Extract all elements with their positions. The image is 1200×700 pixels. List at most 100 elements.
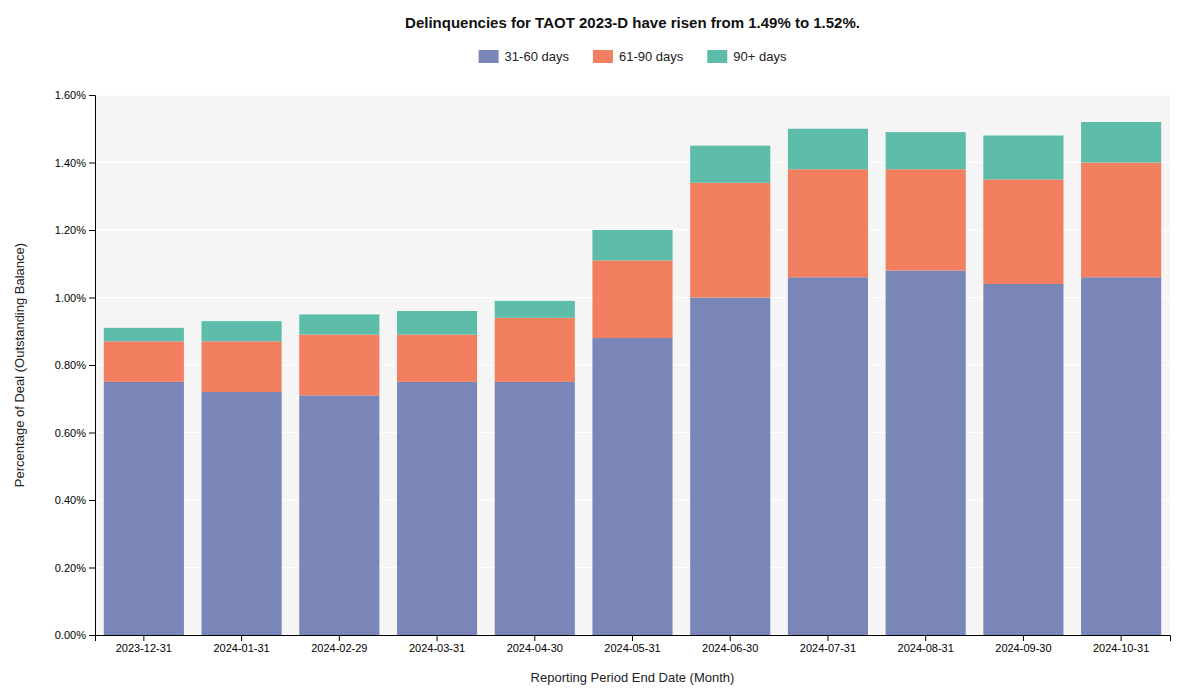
x-tick: 2024-06-30	[702, 635, 758, 654]
grid-line	[95, 94, 1170, 95]
bar	[299, 314, 379, 334]
y-axis: 0.00% 0.20% 0.40% 0.60% 0.80% 1.00% 1.20% 1.40%…	[55, 89, 96, 641]
bar	[690, 183, 770, 298]
y-tick-mark	[89, 568, 95, 569]
title: Delinquencies for TAOT 2023-D have risen…	[405, 14, 860, 31]
bar	[1081, 122, 1161, 163]
y-tick-label: 1.00%	[55, 292, 86, 304]
x-tick-label: 2024-01-31	[213, 642, 269, 654]
y-tick: 0.60%	[55, 427, 95, 439]
bar	[202, 321, 282, 341]
legend-label: 61-90 days	[619, 49, 684, 64]
x-axis-title: Reporting Period End Date (Month)	[531, 670, 735, 685]
bar	[299, 335, 379, 396]
x-tick-mark	[143, 635, 144, 641]
y-tick-label: 1.40%	[55, 157, 86, 169]
y-tick: 0.00%	[55, 629, 95, 641]
series	[104, 163, 1161, 396]
bar	[788, 129, 868, 170]
bar	[690, 298, 770, 636]
chart: 2023-12-31 2024-01-31 2024-02-29 2024-03-31…	[0, 0, 1200, 700]
x-tick: 2024-09-30	[995, 635, 1051, 654]
bar	[299, 395, 379, 635]
bar	[495, 318, 575, 382]
y-tick-mark	[89, 298, 95, 299]
x-tick-mark	[730, 635, 731, 641]
bar	[397, 335, 477, 382]
legend-swatch	[707, 50, 727, 63]
x-axis: 2023-12-31 2024-01-31 2024-02-29 2024-03-31…	[96, 635, 1171, 654]
bar	[788, 277, 868, 635]
grid	[95, 95, 1170, 635]
bar	[495, 301, 575, 318]
x-tick: 2023-12-31	[116, 635, 172, 654]
y-tick-mark	[89, 163, 95, 164]
bar	[690, 146, 770, 183]
plot-background	[95, 95, 1170, 635]
x-tick: 2024-07-31	[800, 635, 856, 654]
x-tick-mark	[241, 635, 242, 641]
y-tick: 1.00%	[55, 292, 95, 304]
x-tick-label: 2023-12-31	[116, 642, 172, 654]
x-tick: 2024-02-29	[311, 635, 367, 654]
y-tick-label: 0.60%	[55, 427, 86, 439]
x-tick-label: 2024-09-30	[995, 642, 1051, 654]
y-tick-label: 0.80%	[55, 359, 86, 371]
bar	[983, 179, 1063, 284]
y-tick: 1.20%	[55, 224, 95, 236]
x-tick-mark	[339, 635, 340, 641]
bar	[886, 169, 966, 270]
y-tick-mark	[89, 95, 95, 96]
bar	[104, 341, 184, 382]
legend: 31-60 days 61-90 days 90+ days	[479, 49, 787, 64]
y-tick-label: 0.00%	[55, 629, 86, 641]
x-tick-mark	[632, 635, 633, 641]
bar	[104, 382, 184, 635]
bar	[886, 271, 966, 636]
x-tick-label: 2024-08-31	[898, 642, 954, 654]
x-tick-mark	[1121, 635, 1122, 641]
y-tick-mark	[89, 230, 95, 231]
y-tick: 1.60%	[55, 89, 95, 101]
bar	[397, 311, 477, 335]
x-tick-mark	[437, 635, 438, 641]
bar	[886, 132, 966, 169]
y-axis-title: Percentage of Deal (Outstanding Balance)	[12, 243, 27, 487]
y-tick-label: 0.20%	[55, 562, 86, 574]
x-tick: 2024-05-31	[604, 635, 660, 654]
x-tick-label: 2024-02-29	[311, 642, 367, 654]
bar	[1081, 277, 1161, 635]
bar	[983, 284, 1063, 635]
bar	[397, 382, 477, 635]
x-axis-line	[96, 636, 1171, 642]
x-tick: 2024-03-31	[409, 635, 465, 654]
y-tick: 0.20%	[55, 562, 95, 574]
x-tick: 2024-04-30	[507, 635, 563, 654]
y-tick: 0.40%	[55, 494, 95, 506]
x-tick-label: 2024-06-30	[702, 642, 758, 654]
y-axis-line	[89, 96, 96, 636]
x-tick-label: 2024-04-30	[507, 642, 563, 654]
x-tick-label: 2024-10-31	[1093, 642, 1149, 654]
legend-item: 31-60 days	[479, 49, 570, 64]
plot: 2023-12-31 2024-01-31 2024-02-29 2024-03-31…	[55, 89, 1171, 654]
y-tick: 0.80%	[55, 359, 95, 371]
legend-label: 90+ days	[733, 49, 787, 64]
x-tick: 2024-01-31	[213, 635, 269, 654]
legend-swatch	[593, 50, 613, 63]
legend-swatch	[479, 50, 499, 63]
x-tick-label: 2024-07-31	[800, 642, 856, 654]
x-tick-mark	[1023, 635, 1024, 641]
legend-item: 90+ days	[707, 49, 787, 64]
x-tick: 2024-08-31	[898, 635, 954, 654]
x-tick-mark	[827, 635, 828, 641]
legend-item: 61-90 days	[593, 49, 684, 64]
y-tick: 1.40%	[55, 157, 95, 169]
y-tick-label: 1.60%	[55, 89, 86, 101]
bar	[788, 169, 868, 277]
x-tick-mark	[534, 635, 535, 641]
bars	[104, 122, 1161, 635]
y-tick-mark	[89, 635, 95, 636]
series	[104, 122, 1161, 341]
legend-label: 31-60 days	[505, 49, 570, 64]
